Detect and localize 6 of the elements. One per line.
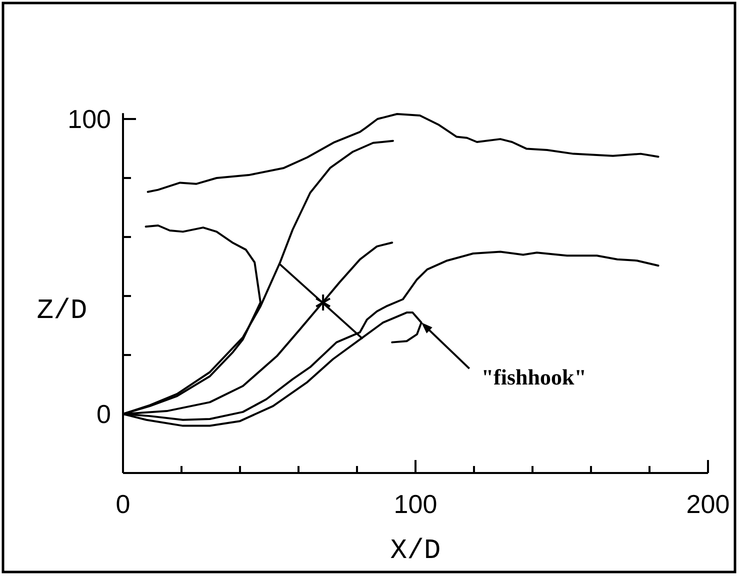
- x-axis-title: X/D: [390, 536, 441, 567]
- x-tick-label: 200: [686, 489, 730, 519]
- x-tick-label: 100: [394, 489, 438, 519]
- x-tick-label: 0: [116, 489, 130, 519]
- y-axis-title: Z/D: [36, 296, 88, 327]
- annotation: "fishhook": [481, 364, 586, 390]
